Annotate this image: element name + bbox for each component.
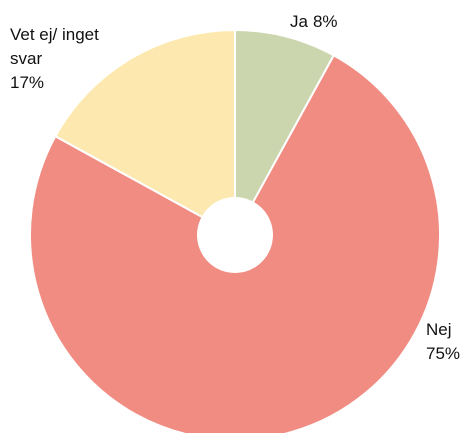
category-label: Vet ej/ inget svar [10, 25, 99, 68]
donut-hole [197, 197, 273, 273]
value-label: 8% [312, 12, 338, 31]
value-label: 17% [10, 73, 45, 92]
slice-label: Nej 75% [426, 318, 466, 366]
value-label: 75% [426, 344, 461, 363]
category-label: Ja [290, 12, 308, 31]
pie-slice [234, 28, 336, 236]
category-label: Nej [426, 320, 452, 339]
slice-label: Ja 8% [290, 10, 410, 34]
slice-label: Vet ej/ inget svar 17% [10, 23, 102, 95]
pie-slice [53, 28, 236, 237]
